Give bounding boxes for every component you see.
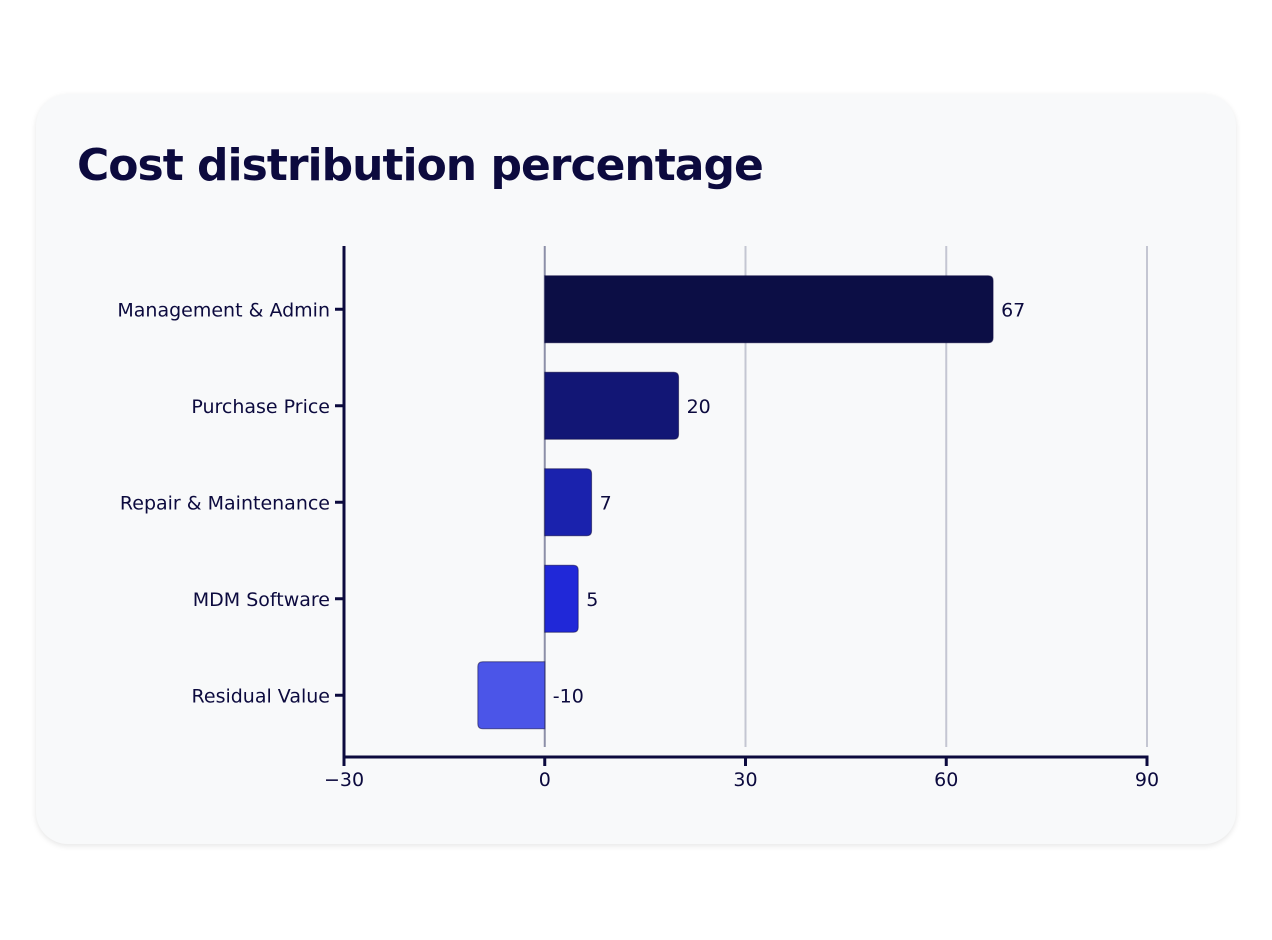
labels: 67 Management & Admin 20 Purchase Price 7 Rep… (117, 299, 1159, 791)
category-label-0: Management & Admin (117, 299, 330, 321)
value-label-4: -10 (553, 685, 584, 707)
bars (477, 275, 994, 730)
axes (335, 246, 1149, 766)
bar-0 (544, 275, 994, 344)
bar-2 (544, 468, 593, 537)
chart-title: Cost distribution percentage (77, 140, 764, 191)
chart-card (36, 94, 1236, 844)
x-tick-label-2: 30 (733, 769, 757, 791)
value-label-2: 7 (600, 492, 612, 514)
category-label-1: Purchase Price (191, 396, 330, 418)
x-tick-label-0: −30 (324, 769, 364, 791)
bar-1 (544, 371, 680, 440)
category-label-4: Residual Value (192, 685, 330, 707)
bar-4 (477, 661, 546, 730)
value-label-3: 5 (586, 589, 598, 611)
x-tick-label-1: 0 (539, 769, 551, 791)
x-tick-label-3: 60 (934, 769, 958, 791)
category-label-3: MDM Software (193, 589, 330, 611)
x-tick-label-4: 90 (1135, 769, 1159, 791)
category-label-2: Repair & Maintenance (120, 492, 330, 514)
value-label-0: 67 (1001, 299, 1025, 321)
value-label-1: 20 (687, 396, 711, 418)
bar-3 (544, 564, 579, 633)
